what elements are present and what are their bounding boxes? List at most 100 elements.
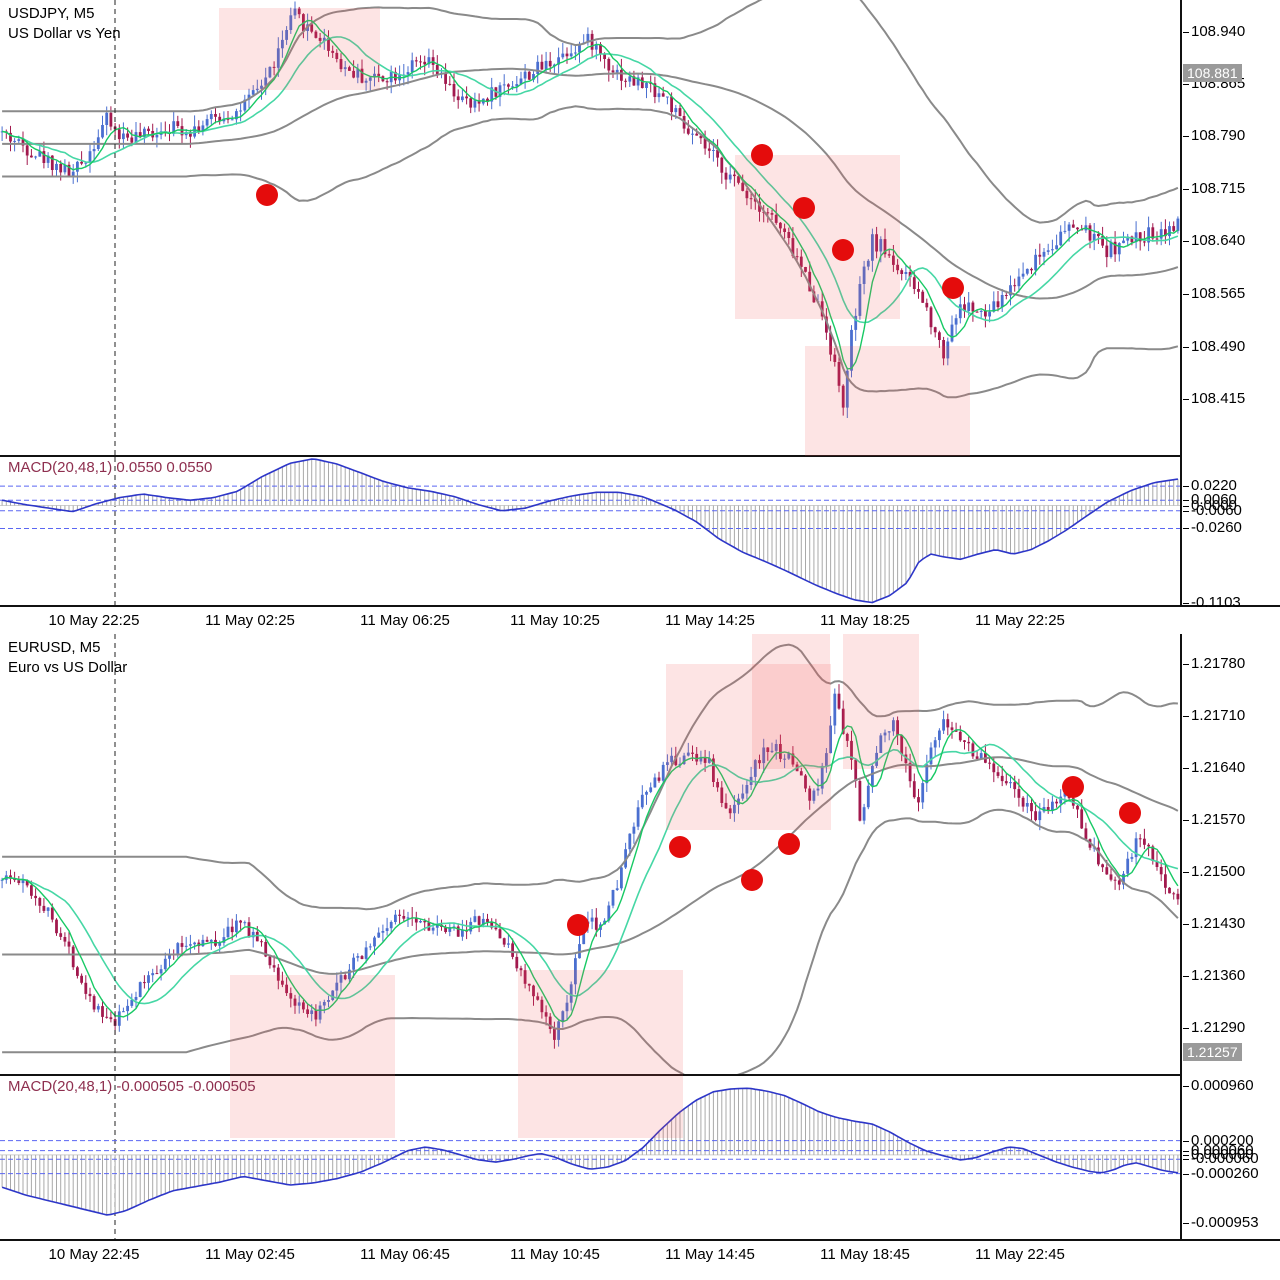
candle-body <box>247 922 251 938</box>
candle-body <box>143 128 146 137</box>
candle-body <box>498 85 502 97</box>
candle-body <box>205 119 209 126</box>
candle-body <box>1155 238 1159 240</box>
candle-body <box>368 77 372 81</box>
candle-body <box>84 982 88 994</box>
candle-body <box>377 932 381 938</box>
candle-body <box>1051 249 1054 251</box>
candle-body <box>63 937 67 942</box>
candle-body <box>255 931 259 942</box>
eurusd-macd-plot[interactable] <box>0 1074 1180 1239</box>
candle-body <box>1000 775 1004 782</box>
ma-slow-line <box>1 743 1179 1005</box>
candle-body <box>222 118 226 122</box>
candle-body <box>979 310 983 312</box>
eurusd-header: EURUSD, M5 Euro vs US Dollar <box>8 638 127 678</box>
candle-body <box>645 82 648 88</box>
candle-body <box>971 302 975 312</box>
candle-body <box>1147 844 1150 847</box>
candle-body <box>753 760 757 777</box>
candle-body <box>126 1005 129 1012</box>
candle-body <box>226 926 230 938</box>
candle-body <box>109 1017 113 1020</box>
candle-body <box>674 755 678 766</box>
candle-body <box>527 983 531 986</box>
candle-body <box>887 731 891 733</box>
candle-body <box>423 921 427 923</box>
candle-body <box>1176 218 1180 231</box>
candle-body <box>578 44 581 53</box>
candle-body <box>327 37 330 51</box>
candle-body <box>536 996 540 1000</box>
usdjpy-price-plot[interactable] <box>0 0 1180 455</box>
candle-body <box>887 254 891 256</box>
candle-body <box>373 937 376 947</box>
candle-body <box>971 743 975 757</box>
candle-body <box>699 135 703 139</box>
candle-body <box>670 755 673 763</box>
usdjpy-price-axis[interactable]: 108.940 108.865 108.790 108.715 108.640 108.5… <box>1180 0 1280 611</box>
candle-body <box>1159 229 1163 239</box>
candle-body <box>406 917 410 919</box>
candle-body <box>892 720 895 732</box>
candle-body <box>327 1000 330 1002</box>
candle-body <box>850 329 853 371</box>
candle-body <box>569 984 573 1003</box>
candle-body <box>799 771 803 776</box>
candle-body <box>117 1011 121 1026</box>
candle-body <box>515 84 519 87</box>
candle-body <box>46 907 50 911</box>
price-axis-label: 1.21360 <box>1183 967 1245 985</box>
candle-body <box>766 747 770 752</box>
candle-body <box>1076 227 1079 230</box>
candle-body <box>845 370 849 408</box>
candle-body <box>1088 225 1092 241</box>
candle-body <box>904 272 908 274</box>
candle-body <box>975 311 979 313</box>
candle-body <box>289 15 293 30</box>
candle-body <box>1117 880 1121 885</box>
candle-body <box>1051 801 1054 811</box>
candle-body <box>402 916 406 919</box>
candle-body <box>59 933 63 937</box>
candle-body <box>176 943 180 956</box>
candle-body <box>812 790 816 801</box>
candle-body <box>611 890 615 906</box>
eurusd-chart-area[interactable]: EURUSD, M5 Euro vs US Dollar MACD(20,48,… <box>0 634 1180 1239</box>
candle-body <box>875 234 878 252</box>
eurusd-price-plot[interactable] <box>0 634 1180 1074</box>
usdjpy-chart-area[interactable]: USDJPY, M5 US Dollar vs Yen MACD(20,48,1… <box>0 0 1180 605</box>
candle-body <box>25 880 29 886</box>
candle-body <box>339 59 343 70</box>
usdjpy-time-axis[interactable]: 10 May 22:25 11 May 02:25 11 May 06:25 11 M… <box>0 607 1280 634</box>
candle-body <box>377 73 381 77</box>
candle-body <box>368 946 372 948</box>
candle-body <box>992 763 996 773</box>
candle-body <box>858 781 862 821</box>
candle-body <box>925 764 929 784</box>
price-axis-label: 1.21570 <box>1183 811 1245 829</box>
band-lower-line <box>2 808 1179 1074</box>
candle-body <box>193 942 196 945</box>
candle-body <box>825 316 828 333</box>
candle-body <box>820 765 824 789</box>
eurusd-price-axis[interactable]: 1.21780 1.21710 1.21640 1.21570 1.21500 1.214… <box>1180 634 1280 1239</box>
candle-body <box>770 213 774 215</box>
candle-body <box>163 958 167 970</box>
candle-body <box>565 53 569 57</box>
candle-body <box>1122 240 1125 244</box>
candle-body <box>686 752 690 756</box>
candle-body <box>80 975 83 983</box>
candle-body <box>155 973 159 975</box>
candle-body <box>444 926 447 932</box>
candle-body <box>967 741 971 744</box>
candle-body <box>343 975 347 980</box>
eurusd-time-axis[interactable]: 10 May 22:45 11 May 02:45 11 May 06:45 11 M… <box>0 1241 1280 1268</box>
candle-body <box>30 885 33 896</box>
candle-body <box>753 198 757 202</box>
symbol-title: EURUSD, M5 <box>8 639 101 656</box>
candle-body <box>1101 236 1104 246</box>
usdjpy-macd-plot[interactable] <box>0 455 1180 605</box>
price-axis-label: 1.21780 <box>1183 655 1245 673</box>
candle-body <box>599 44 602 55</box>
